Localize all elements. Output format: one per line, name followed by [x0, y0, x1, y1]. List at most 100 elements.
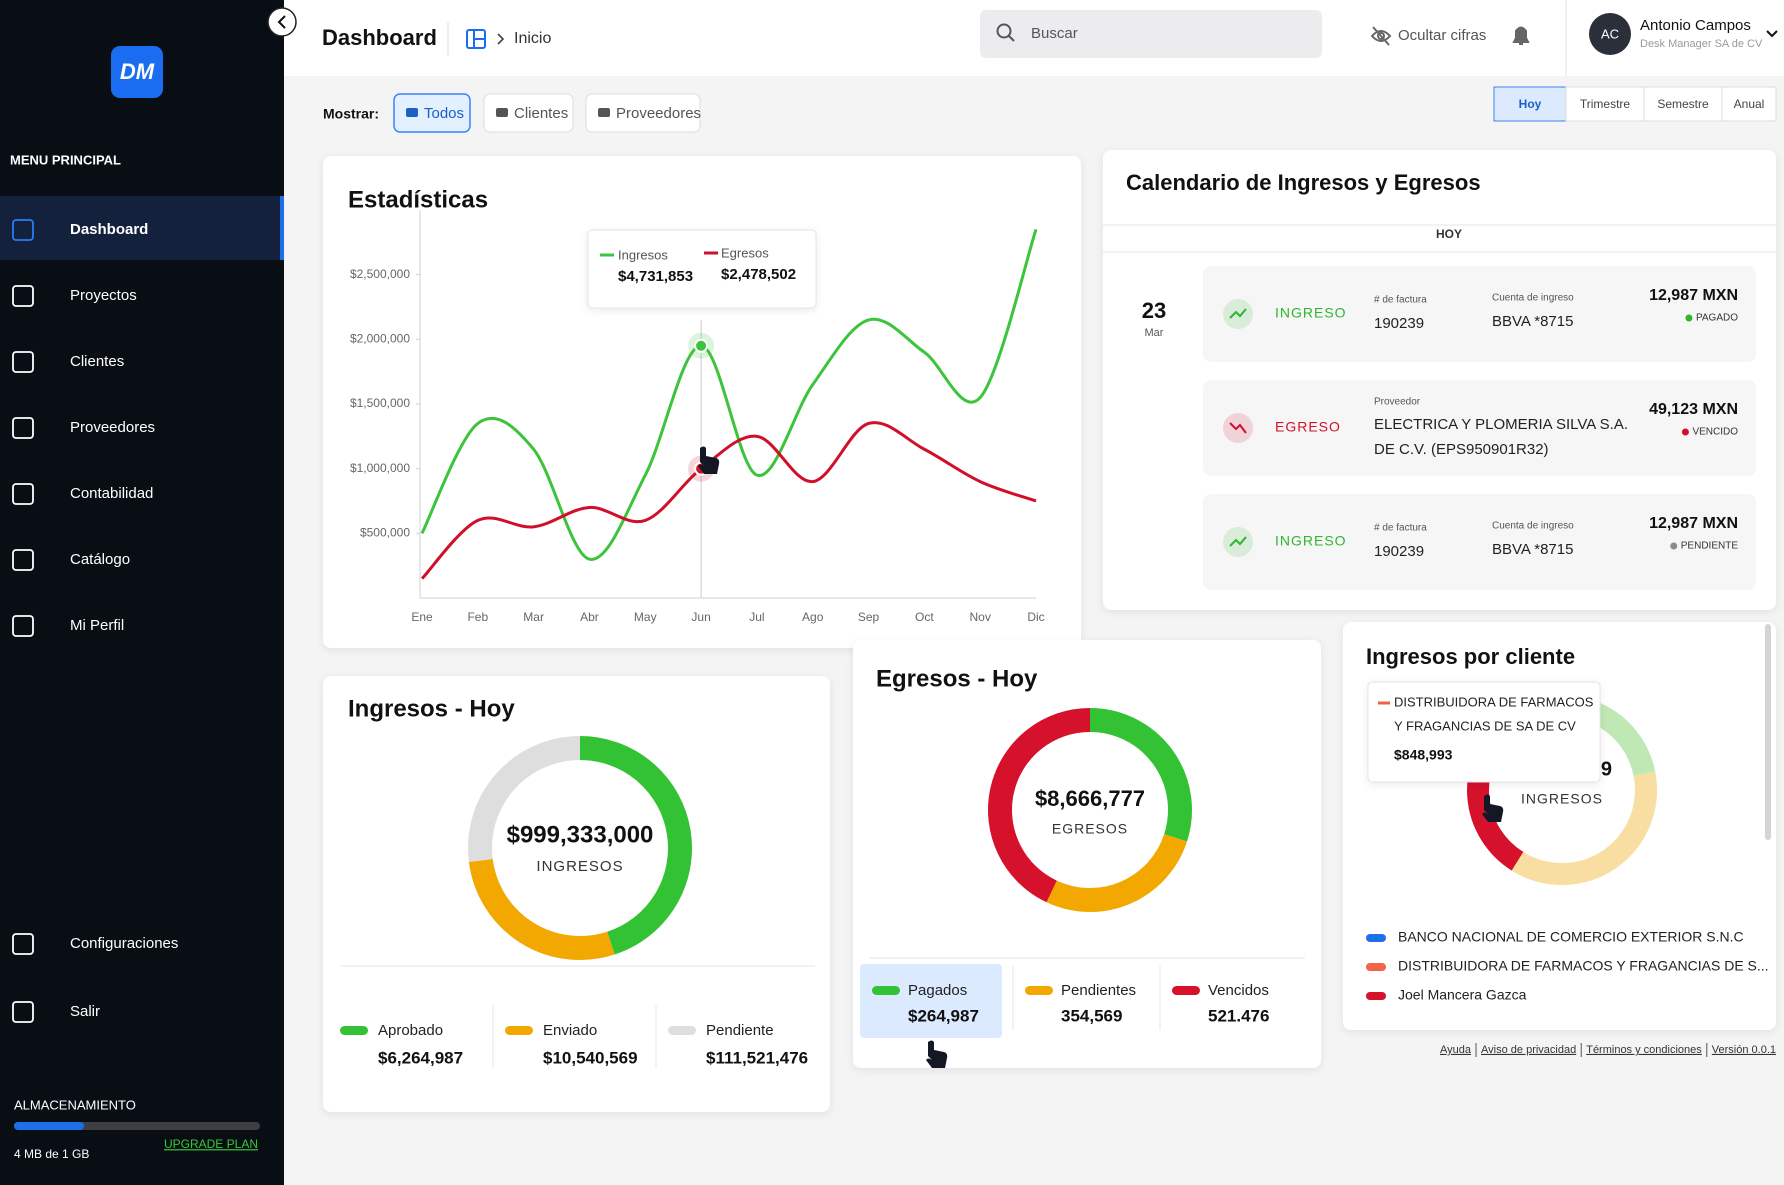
period-option[interactable]: Semestre: [1657, 97, 1709, 111]
footer-link[interactable]: Versión 0.0.1: [1712, 1044, 1776, 1056]
donut-segment: [1089, 708, 1192, 842]
legend-label: Pendiente: [706, 1022, 774, 1039]
legend-label[interactable]: DISTRIBUIDORA DE FARMACOS Y FRAGANCIAS D…: [1398, 958, 1769, 974]
card-title: Ingresos por cliente: [1366, 644, 1575, 669]
entry-card[interactable]: [1203, 266, 1756, 362]
scrollbar[interactable]: [1765, 624, 1771, 840]
entry-ref: DE C.V. (EPS950901R32): [1374, 441, 1549, 458]
entry-ref: ELECTRICA Y PLOMERIA SILVA S.A.: [1374, 416, 1628, 433]
legend-swatch: [668, 1026, 696, 1035]
x-tick-label: Dic: [1027, 610, 1044, 624]
eye-slash-icon[interactable]: [1370, 26, 1392, 46]
footer-link[interactable]: Ayuda: [1440, 1044, 1472, 1056]
y-tick-label: $1,500,000: [350, 396, 410, 410]
entry-amount: 49,123 MXN: [1649, 401, 1738, 418]
filter-option[interactable]: Proveedores: [616, 105, 701, 122]
menu-item[interactable]: Contabilidad: [70, 485, 153, 502]
collapse-button[interactable]: [267, 7, 297, 37]
tooltip-name: Y FRAGANCIAS DE SA DE CV: [1394, 718, 1576, 733]
period-button[interactable]: [1643, 86, 1723, 122]
legend-label[interactable]: Joel Mancera Gazca: [1398, 987, 1527, 1003]
chart-tooltip: [587, 229, 817, 309]
legend-swatch: [340, 1026, 368, 1035]
entry-card[interactable]: [1203, 380, 1756, 476]
menu-item[interactable]: Proyectos: [70, 287, 137, 304]
period-option[interactable]: Anual: [1734, 97, 1765, 111]
legend-label: Ingresos: [618, 247, 668, 262]
menu-item[interactable]: Configuraciones: [70, 935, 178, 952]
menu-item[interactable]: Salir: [70, 1003, 100, 1020]
legend-label[interactable]: Vencidos: [1208, 982, 1269, 999]
legend-swatch: [872, 986, 900, 995]
donut-center-value: $999,333,000: [507, 821, 654, 848]
bell-icon[interactable]: [1512, 26, 1530, 45]
period-option[interactable]: Hoy: [1519, 97, 1542, 111]
filter-button[interactable]: [585, 93, 701, 133]
entry-account: BBVA *8715: [1492, 313, 1573, 330]
avatar[interactable]: [1589, 13, 1631, 55]
filter-icon: [496, 108, 508, 117]
x-tick-label: Ago: [802, 610, 824, 624]
x-tick-label: Sep: [858, 610, 880, 624]
period-button[interactable]: [1493, 86, 1567, 122]
legend-highlight[interactable]: [860, 964, 1002, 1038]
search-icon: [1008, 35, 1015, 42]
cursor-icon: [1482, 794, 1504, 822]
footer-link[interactable]: Aviso de privacidad: [1481, 1044, 1576, 1056]
entry-card[interactable]: [1203, 494, 1756, 590]
entry-ref-label: # de factura: [1374, 523, 1427, 534]
upgrade-link[interactable]: UPGRADE PLAN: [164, 1137, 258, 1151]
filter-label: Mostrar:: [323, 106, 379, 122]
hover-point: [694, 338, 709, 353]
user-menu-chevron[interactable]: [1766, 30, 1778, 38]
period-button[interactable]: [1721, 86, 1777, 122]
breadcrumb-chevron: [497, 33, 505, 45]
legend-swatch: [1172, 986, 1200, 995]
entry-ref-label: Proveedor: [1374, 397, 1421, 408]
menu-item[interactable]: Proveedores: [70, 419, 155, 436]
search-placeholder[interactable]: Buscar: [1031, 25, 1078, 42]
menu-active-bar: [280, 196, 284, 260]
legend-swatch: [1025, 986, 1053, 995]
search-box[interactable]: [980, 10, 1322, 58]
legend-label[interactable]: Pendientes: [1061, 982, 1136, 999]
status-dot: [1685, 314, 1693, 322]
legend-amount: 521.476: [1208, 1006, 1269, 1025]
chart-tooltip: [1367, 681, 1601, 783]
menu-item[interactable]: Dashboard: [70, 221, 148, 238]
menu-icon: [12, 417, 34, 439]
card-title: Calendario de Ingresos y Egresos: [1126, 170, 1481, 195]
search-icon: [996, 23, 1012, 39]
filter-button[interactable]: [393, 93, 471, 133]
menu-icon: [12, 933, 34, 955]
legend-label[interactable]: Pagados: [908, 982, 967, 999]
user-name[interactable]: Antonio Campos: [1640, 17, 1751, 34]
menu-item[interactable]: Clientes: [70, 353, 124, 370]
filter-button[interactable]: [483, 93, 574, 133]
legend-amount: $10,540,569: [543, 1048, 638, 1067]
legend-label: Enviado: [543, 1022, 597, 1039]
entry-account-label: Cuenta de ingreso: [1492, 521, 1574, 532]
menu-icon: [12, 483, 34, 505]
legend-swatch: [1366, 934, 1386, 942]
y-tick-label: $2,000,000: [350, 332, 410, 346]
breadcrumb[interactable]: Inicio: [514, 30, 551, 47]
breadcrumb-icon: [466, 29, 486, 49]
hide-figures[interactable]: Ocultar cifras: [1398, 27, 1486, 44]
period-option[interactable]: Trimestre: [1580, 97, 1631, 111]
footer-link[interactable]: Términos y condiciones: [1586, 1044, 1702, 1056]
legend-label: Aprobado: [378, 1022, 443, 1039]
y-tick-label: $500,000: [360, 526, 410, 540]
entry-ref-label: # de factura: [1374, 295, 1427, 306]
menu-item[interactable]: Mi Perfil: [70, 617, 124, 634]
donut-segment: [579, 736, 692, 955]
filter-option[interactable]: Clientes: [514, 105, 568, 122]
legend-label[interactable]: BANCO NACIONAL DE COMERCIO EXTERIOR S.N.…: [1398, 929, 1744, 945]
menu-item[interactable]: Catálogo: [70, 551, 130, 568]
period-button[interactable]: [1565, 86, 1645, 122]
menu-icon: [12, 285, 34, 307]
filter-option[interactable]: Todos: [424, 105, 464, 122]
entry-icon-arrow: [1229, 422, 1247, 434]
entry-amount: 12,987 MXN: [1649, 515, 1738, 532]
page-title: Dashboard: [322, 25, 437, 50]
